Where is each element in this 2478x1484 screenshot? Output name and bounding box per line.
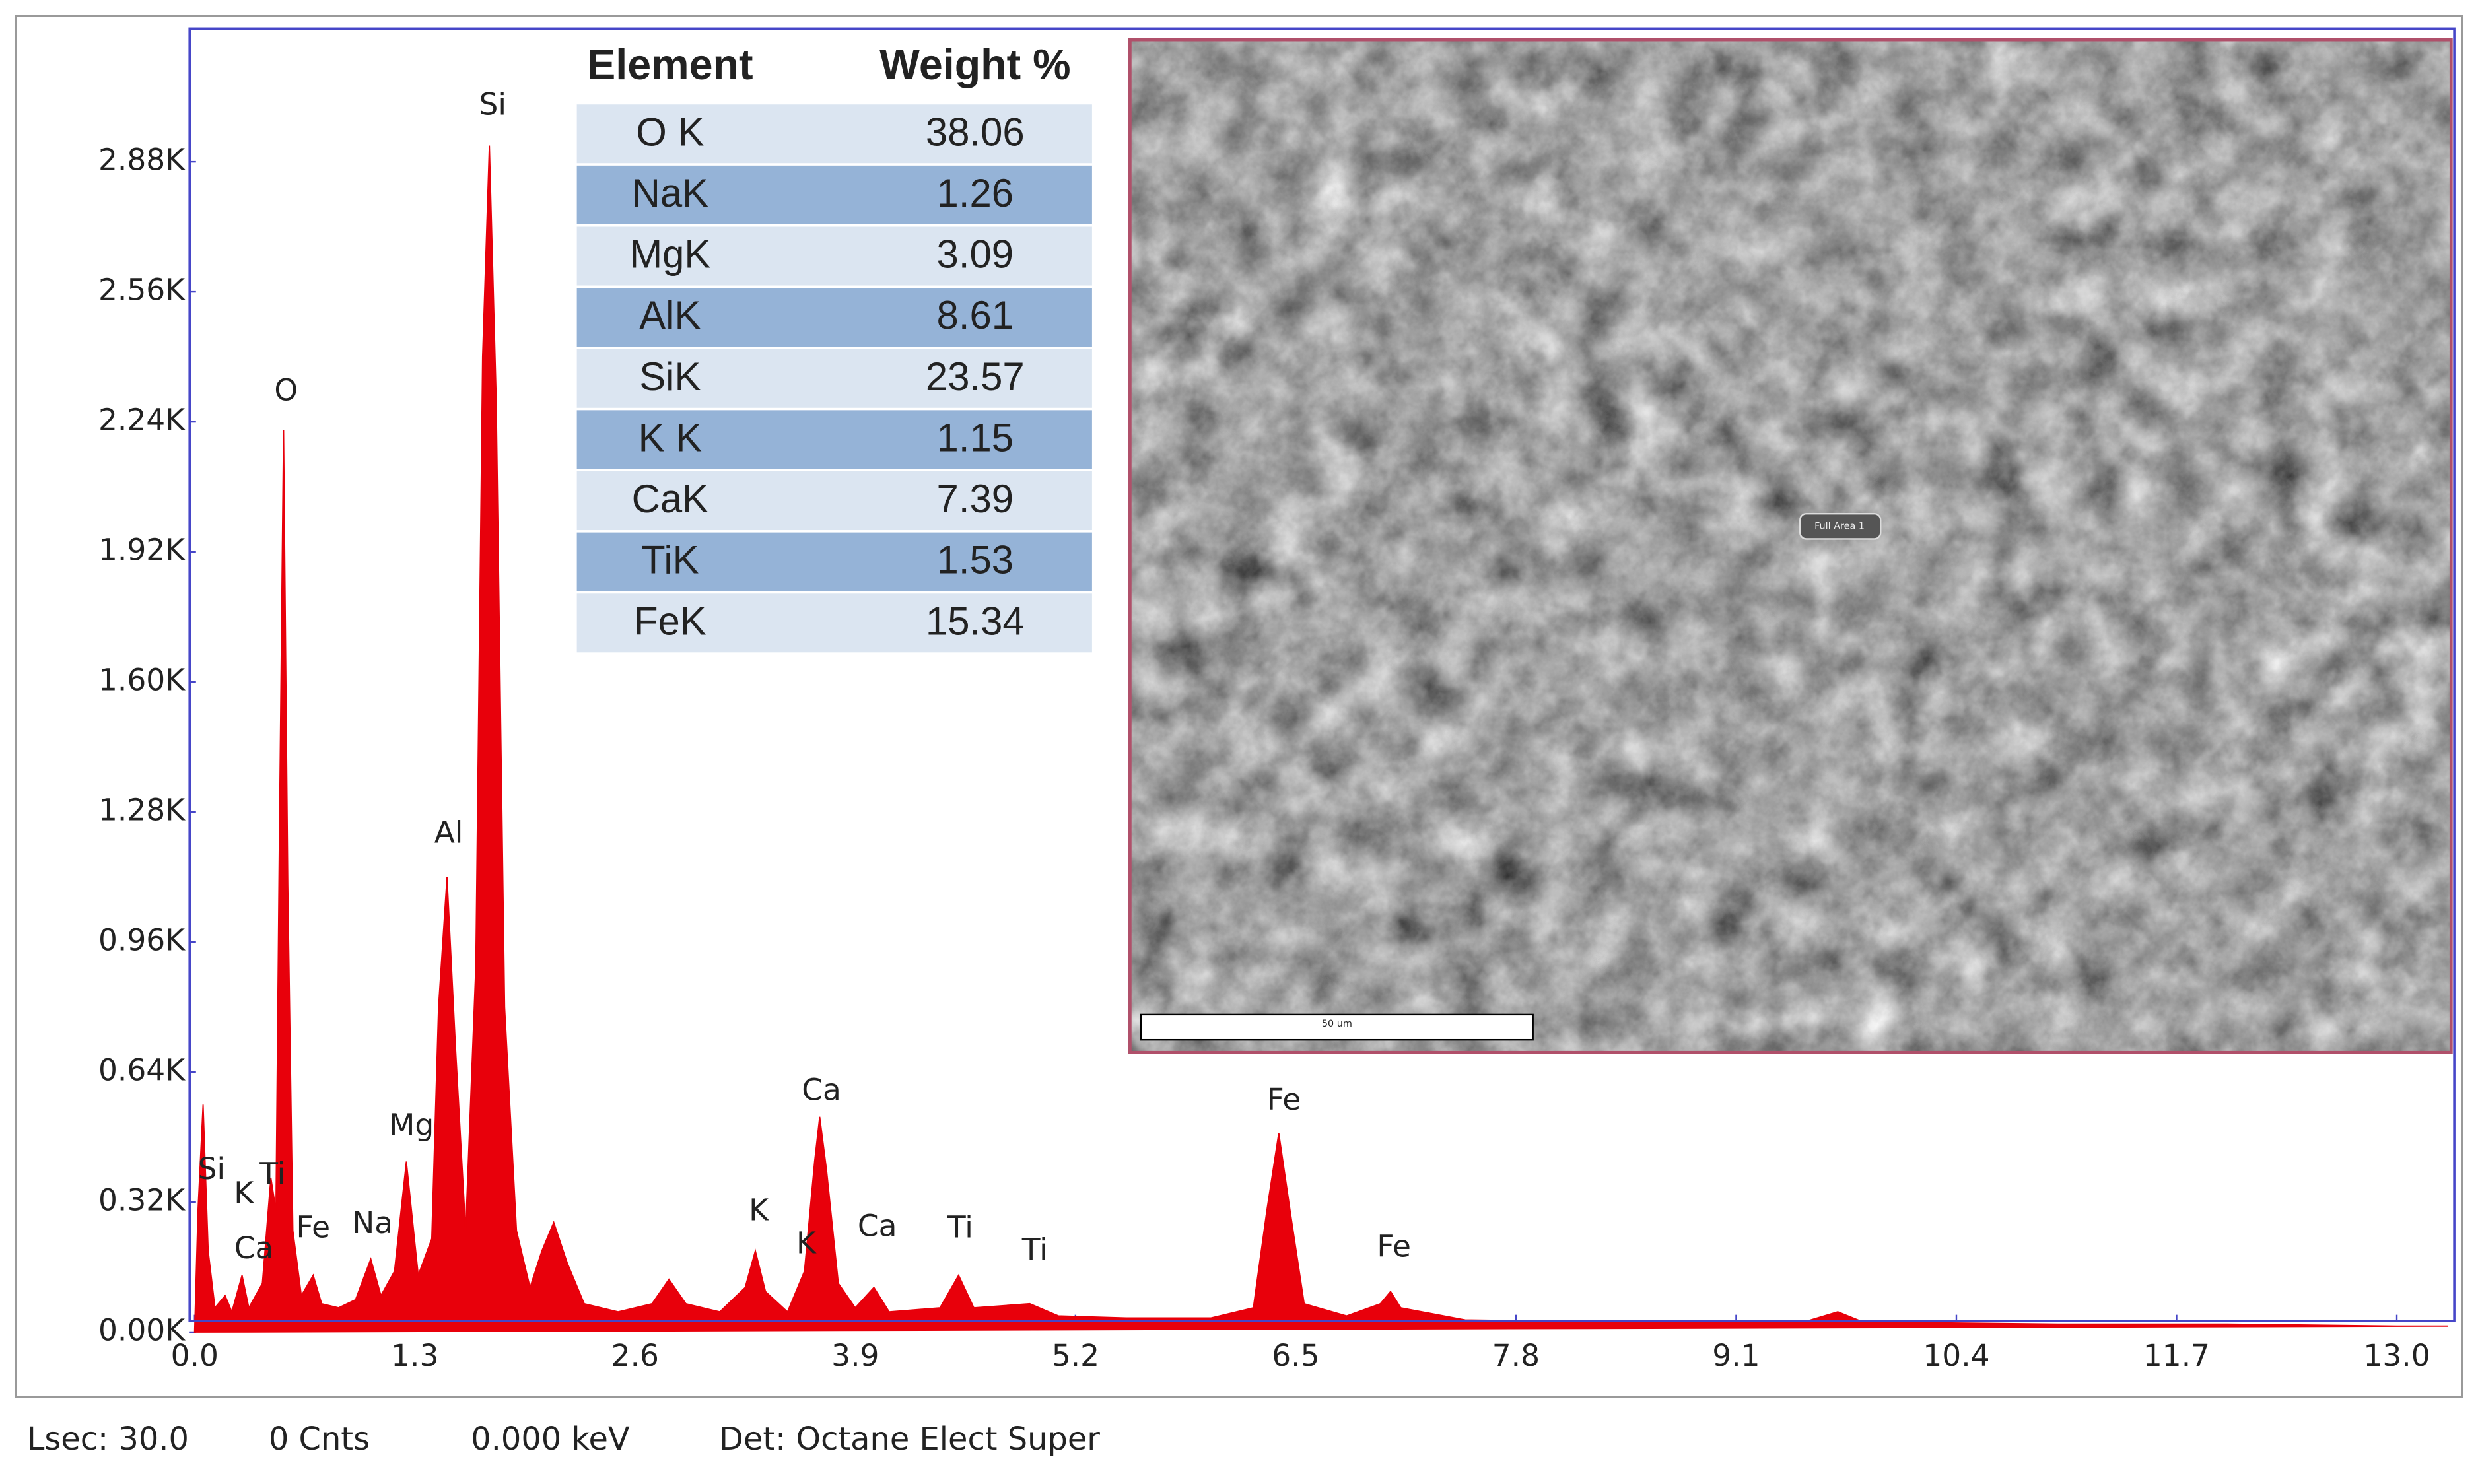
x-tick-label: 9.1: [1712, 1338, 1760, 1373]
x-tick-label: 11.7: [2143, 1338, 2210, 1373]
y-tick-label: 0.96K: [98, 923, 186, 958]
table-cell: 15.34: [926, 599, 1025, 643]
status-item: 0 Cnts: [269, 1421, 370, 1458]
table-cell: SiK: [639, 354, 701, 399]
table-row: [576, 593, 1092, 653]
table-cell: NaK: [632, 171, 708, 215]
table-cell: CaK: [632, 477, 708, 521]
peak-label: O: [274, 373, 298, 408]
sem-image: 50 um Full Area 1: [1128, 38, 2453, 1054]
table-cell: 1.53: [937, 538, 1014, 582]
sem-border: [1128, 38, 2453, 1054]
y-tick-label: 1.92K: [98, 533, 186, 568]
status-item: Lsec: 30.0: [27, 1421, 189, 1458]
sem-texture: [1130, 40, 2452, 1053]
x-tick-label: 0.0: [171, 1338, 219, 1373]
spectrum: [193, 145, 2448, 1333]
table-cell: FeK: [634, 599, 706, 643]
peak-label: Ti: [947, 1210, 973, 1245]
x-tick-label: 1.3: [391, 1338, 438, 1373]
y-tick-label: 1.28K: [98, 793, 186, 828]
y-tick-label: 0.32K: [98, 1182, 186, 1217]
y-tick-label: 0.64K: [98, 1053, 186, 1088]
table-cell: 1.26: [937, 171, 1014, 215]
x-tick-label: 2.6: [611, 1338, 659, 1373]
peak-label: Mg: [389, 1108, 434, 1143]
y-tick-label: 0.00K: [98, 1312, 186, 1347]
x-tick-label: 6.5: [1272, 1338, 1319, 1373]
table-cell: 3.09: [937, 232, 1014, 277]
peak-label: Si: [479, 86, 506, 121]
scale-bar-label: 50 um: [1322, 1019, 1352, 1029]
peak-label: Ca: [802, 1073, 841, 1108]
table-row: [576, 532, 1092, 591]
table-row: [576, 349, 1092, 408]
x-tick-label: 7.8: [1492, 1338, 1540, 1373]
peak-label: Al: [434, 815, 464, 850]
table-cell: 1.15: [937, 415, 1014, 459]
table-cell: K K: [638, 415, 703, 459]
peak-label: K: [796, 1226, 817, 1261]
table-row: [576, 471, 1092, 531]
x-tick-label: 13.0: [2363, 1338, 2430, 1373]
status-item: Det: Octane Elect Super: [719, 1421, 1100, 1458]
weight-table: Element Weight % O K 38.06 NaK 1.26 MgK 3.09 AlK…: [576, 41, 1092, 653]
table-cell: TiK: [641, 538, 699, 582]
peak-label: K: [234, 1175, 254, 1210]
peak-label: Fe: [1377, 1229, 1411, 1264]
y-tick-label: 1.60K: [98, 663, 186, 698]
x-tick-label: 10.4: [1923, 1338, 1989, 1373]
peak-label: Fe: [296, 1210, 331, 1245]
status-item: 0.000 keV: [471, 1421, 630, 1458]
peak-label: Fe: [1267, 1082, 1301, 1117]
area-label: Full Area 1: [1814, 521, 1865, 531]
table-header: Weight %: [879, 41, 1071, 88]
area-marker: [1799, 512, 1882, 540]
scale-bar: [1140, 1013, 1534, 1041]
peak-label: Ca: [234, 1231, 274, 1265]
table-cell: AlK: [639, 293, 701, 337]
peak-label: Si: [198, 1151, 226, 1186]
peak-label: Ti: [1021, 1232, 1048, 1267]
table-cell: MgK: [629, 232, 710, 277]
y-tick-label: 2.56K: [98, 273, 186, 308]
table-cell: O K: [636, 110, 704, 154]
table-row: [576, 288, 1092, 347]
plot-frame: [188, 27, 2456, 1323]
table-row: [576, 165, 1092, 224]
peak-label: K: [749, 1192, 769, 1227]
table-row: [576, 226, 1092, 286]
table-row: [576, 410, 1092, 469]
peak-label: Na: [352, 1205, 393, 1240]
x-tick-label: 5.2: [1052, 1338, 1099, 1373]
peak-label: Ti: [259, 1156, 285, 1191]
status-bar: Lsec: 30.0 0 Cnts 0.000 keV Det: Octane …: [27, 1421, 1101, 1458]
table-cell: 23.57: [926, 354, 1025, 399]
peak-label: Ca: [858, 1208, 897, 1243]
table-cell: 7.39: [937, 477, 1014, 521]
y-tick-label: 2.24K: [98, 403, 186, 438]
table-row: [576, 104, 1092, 164]
x-tick-label: 3.9: [831, 1338, 879, 1373]
table-cell: 8.61: [937, 293, 1014, 337]
plot-area: 0.00K 0.32K 0.64K 0.96K 1.28K 1.60K 1.92K 2.24K…: [98, 86, 2448, 1373]
table-cell: 38.06: [926, 110, 1025, 154]
table-header: Element: [587, 41, 753, 88]
y-tick-label: 2.88K: [98, 143, 186, 178]
